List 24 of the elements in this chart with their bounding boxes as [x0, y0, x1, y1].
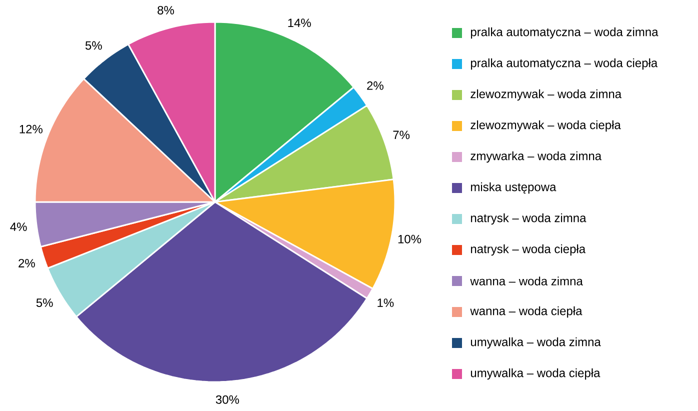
legend-label: natrysk – woda ciepła	[471, 244, 586, 256]
data-label: 2%	[367, 81, 384, 90]
data-label: 1%	[378, 298, 394, 307]
legend-label: pralka automatyczna – woda ciepła	[470, 58, 658, 70]
legend-label: miska ustępowa	[471, 182, 556, 194]
data-label: 10%	[398, 234, 422, 244]
legend-label: wanna – woda ciepła	[470, 306, 582, 318]
legend-label: zlewozmywak – woda ciepła	[470, 120, 621, 132]
data-label: 7%	[393, 130, 410, 140]
legend-label: zmywarka – woda zimna	[470, 151, 602, 163]
data-label: 2%	[18, 258, 35, 268]
data-label: 5%	[36, 298, 53, 307]
legend-label: pralka automatyczna – woda zimna	[470, 27, 658, 39]
data-label: 30%	[216, 395, 240, 404]
legend-label: zlewozmywak – woda zimna	[470, 89, 622, 101]
data-label: 14%	[288, 18, 311, 28]
legend-label: umywalka – woda zimna	[470, 337, 601, 349]
data-label: 4%	[10, 222, 27, 231]
legend-label: wanna – woda zimna	[470, 276, 583, 286]
data-label: 12%	[20, 124, 42, 134]
data-label: 8%	[158, 6, 174, 14]
legend-label: natrysk – woda zimna	[471, 213, 586, 225]
data-label: 5%	[85, 41, 102, 50]
legend-label: umywalka – woda ciepła	[470, 368, 600, 380]
